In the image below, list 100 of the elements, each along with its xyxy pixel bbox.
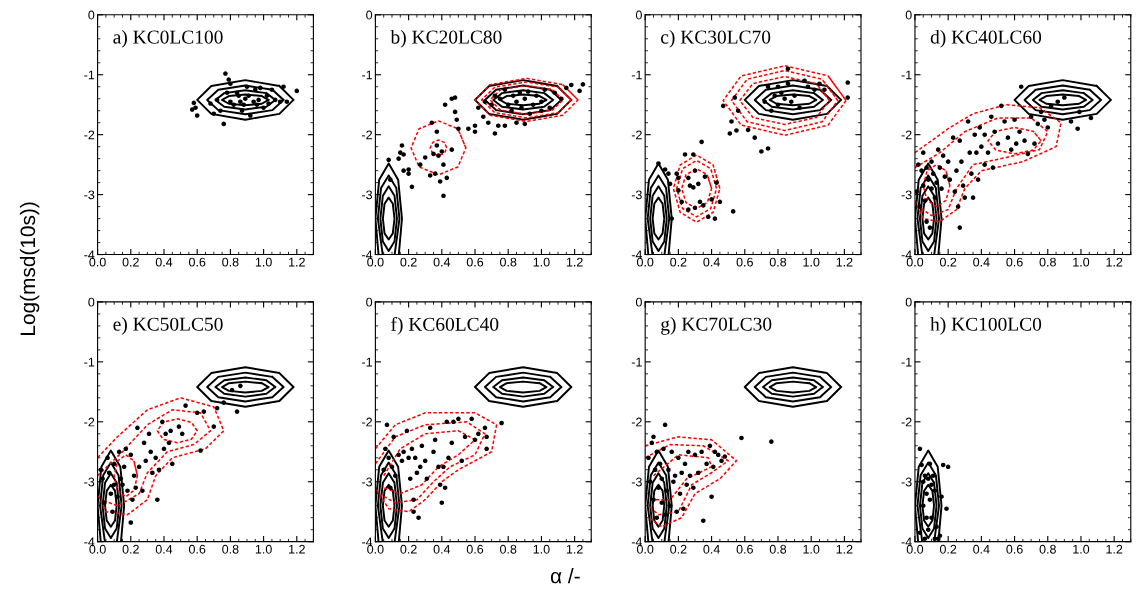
x-tick-label: 0.8 bbox=[769, 257, 787, 267]
y-tick-label: -1 bbox=[901, 357, 912, 367]
y-tick-label: -1 bbox=[362, 357, 373, 367]
x-tick-label: 0.0 bbox=[906, 544, 924, 554]
text: f) KC60LC40 bbox=[391, 316, 499, 335]
x-tick-label: 1.2 bbox=[289, 544, 305, 554]
x-tick-label: 0.4 bbox=[703, 257, 720, 267]
y-tick-label: 0 bbox=[366, 297, 373, 307]
x-tick-label: 0.6 bbox=[188, 544, 206, 554]
y-tick-label: -1 bbox=[362, 70, 373, 80]
x-tick-label: 0.8 bbox=[500, 257, 517, 267]
y-tick-label: -2 bbox=[631, 417, 642, 427]
y-tick-label: 0 bbox=[905, 297, 912, 307]
y-tick-label: -2 bbox=[901, 417, 912, 427]
x-tick-label: 1.2 bbox=[566, 257, 583, 267]
x-tick-label: 0.4 bbox=[973, 544, 990, 554]
y-tick-label: 0 bbox=[366, 10, 373, 20]
x-tick-label: 1.0 bbox=[255, 544, 272, 554]
x-tick-label: 0.2 bbox=[400, 544, 417, 554]
x-tick-label: 0.4 bbox=[433, 544, 451, 554]
x-tick-label: 0.8 bbox=[1039, 257, 1056, 267]
x-tick-label: 0.2 bbox=[939, 544, 957, 554]
x-tick-label: 0.2 bbox=[939, 257, 957, 267]
y-tick-label: 0 bbox=[635, 10, 642, 20]
x-tick-label: 0.8 bbox=[222, 544, 239, 554]
text: b) KC20LC80 bbox=[390, 29, 502, 48]
x-tick-label: 0.8 bbox=[1039, 544, 1056, 554]
x-tick-label: 0.8 bbox=[769, 544, 787, 554]
y-tick-label: -2 bbox=[84, 130, 95, 140]
x-tick-label: 1.0 bbox=[803, 544, 820, 554]
x-tick-label: 0.6 bbox=[466, 544, 484, 554]
x-tick-label: 1.0 bbox=[1073, 257, 1090, 267]
x-tick-label: 0.2 bbox=[670, 257, 687, 267]
x-tick-label: 0.6 bbox=[466, 257, 484, 267]
x-tick-label: 1.0 bbox=[255, 257, 272, 267]
x-tick-label: 0.4 bbox=[155, 544, 173, 554]
y-tick-label: -1 bbox=[901, 70, 912, 80]
x-tick-label: 0.0 bbox=[636, 257, 654, 267]
x-tick-label: 0.6 bbox=[1006, 544, 1023, 554]
x-tick-label: 0.4 bbox=[155, 257, 173, 267]
y-tick-label: -4 bbox=[362, 250, 373, 260]
text: c) KC30LC70 bbox=[661, 29, 771, 48]
y-tick-label: -4 bbox=[901, 537, 912, 547]
x-axis-title: α /- bbox=[550, 568, 580, 584]
y-tick-label: -4 bbox=[631, 250, 643, 260]
x-tick-label: 1.2 bbox=[836, 257, 853, 267]
y-tick-label: -3 bbox=[84, 190, 95, 200]
x-tick-label: 0.0 bbox=[906, 257, 924, 267]
x-tick-label: 1.0 bbox=[803, 257, 820, 267]
x-tick-label: 1.2 bbox=[836, 544, 853, 554]
x-tick-label: 0.0 bbox=[367, 257, 384, 267]
x-tick-label: 0.4 bbox=[703, 544, 720, 554]
y-tick-label: -3 bbox=[362, 477, 373, 487]
x-tick-label: 0.4 bbox=[973, 257, 990, 267]
y-tick-label: -3 bbox=[631, 477, 642, 487]
text: d) KC40LC60 bbox=[930, 29, 1042, 48]
x-tick-label: 0.8 bbox=[222, 257, 239, 267]
x-tick-label: 0.0 bbox=[89, 257, 106, 267]
y-tick-label: 0 bbox=[88, 297, 95, 307]
y-axis-title: Log(msd(10s)) bbox=[19, 202, 40, 335]
x-tick-label: 0.6 bbox=[1006, 257, 1023, 267]
y-tick-label: -4 bbox=[84, 250, 95, 260]
text: e) KC50LC50 bbox=[113, 317, 223, 335]
x-tick-label: 1.0 bbox=[533, 257, 550, 267]
x-tick-label: 0.2 bbox=[122, 257, 139, 267]
y-tick-label: -3 bbox=[631, 190, 642, 200]
y-tick-label: 0 bbox=[88, 10, 95, 20]
y-tick-label: -1 bbox=[631, 70, 642, 80]
text: h) KC100LC0 bbox=[930, 317, 1042, 335]
y-tick-label: -3 bbox=[362, 190, 373, 200]
x-tick-label: 0.6 bbox=[188, 257, 206, 267]
text: a) KC0LC100 bbox=[113, 29, 223, 48]
x-tick-label: 1.0 bbox=[533, 544, 550, 554]
y-tick-label: -2 bbox=[631, 130, 642, 140]
y-tick-label: -1 bbox=[84, 70, 95, 80]
x-tick-label: 1.2 bbox=[289, 257, 305, 267]
text: g) KC70LC30 bbox=[661, 317, 772, 335]
x-tick-label: 0.2 bbox=[122, 544, 139, 554]
y-tick-label: 0 bbox=[635, 297, 642, 307]
y-tick-label: -1 bbox=[631, 357, 642, 367]
x-tick-label: 0.6 bbox=[736, 257, 753, 267]
x-tick-label: 0.2 bbox=[670, 544, 687, 554]
y-tick-label: -2 bbox=[901, 130, 912, 140]
y-tick-label: -2 bbox=[84, 417, 95, 427]
x-tick-label: 1.2 bbox=[566, 544, 583, 554]
x-tick-label: 1.2 bbox=[1106, 257, 1123, 267]
x-tick-label: 0.8 bbox=[500, 544, 517, 554]
y-tick-label: -3 bbox=[84, 477, 95, 487]
y-tick-label: -2 bbox=[362, 130, 372, 140]
x-tick-label: 1.0 bbox=[1073, 544, 1090, 554]
x-tick-label: 0.6 bbox=[736, 544, 753, 554]
y-tick-label: -4 bbox=[901, 250, 912, 260]
x-tick-label: 0.4 bbox=[433, 257, 451, 267]
x-tick-label: 1.2 bbox=[1106, 544, 1123, 554]
y-tick-label: -3 bbox=[901, 190, 912, 200]
x-tick-label: 0.2 bbox=[400, 257, 417, 267]
y-tick-label: -2 bbox=[362, 417, 372, 427]
y-tick-label: 0 bbox=[905, 10, 912, 20]
y-tick-label: -3 bbox=[901, 477, 912, 487]
y-tick-label: -1 bbox=[84, 357, 95, 367]
